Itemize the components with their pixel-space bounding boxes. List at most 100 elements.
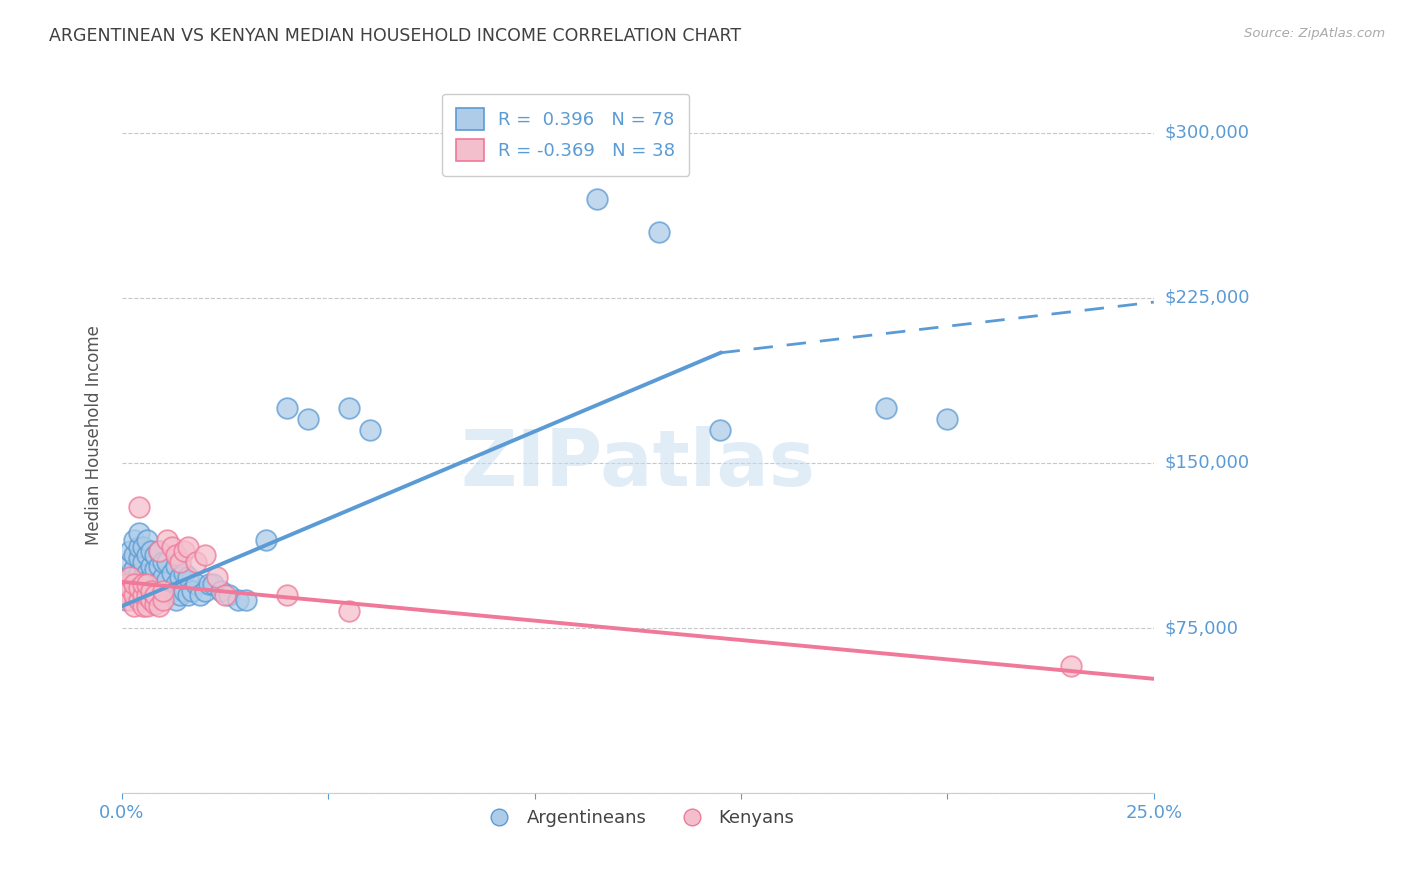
Point xyxy=(139,592,162,607)
Point xyxy=(131,540,153,554)
Point xyxy=(152,570,174,584)
Text: Source: ZipAtlas.com: Source: ZipAtlas.com xyxy=(1244,27,1385,40)
Point xyxy=(152,592,174,607)
Point xyxy=(181,583,204,598)
Point xyxy=(135,588,157,602)
Point xyxy=(156,533,179,547)
Point xyxy=(209,583,232,598)
Text: $300,000: $300,000 xyxy=(1166,123,1250,142)
Point xyxy=(143,592,166,607)
Point xyxy=(131,592,153,607)
Point xyxy=(160,540,183,554)
Point xyxy=(169,570,191,584)
Point xyxy=(160,583,183,598)
Point xyxy=(128,577,150,591)
Point xyxy=(120,544,142,558)
Point xyxy=(585,192,607,206)
Point xyxy=(156,573,179,587)
Point xyxy=(709,423,731,437)
Point xyxy=(156,555,179,569)
Point xyxy=(194,583,217,598)
Point xyxy=(124,562,146,576)
Point xyxy=(190,588,212,602)
Point xyxy=(214,588,236,602)
Point xyxy=(194,549,217,563)
Point xyxy=(124,588,146,602)
Point xyxy=(139,583,162,598)
Point xyxy=(169,588,191,602)
Point xyxy=(165,559,187,574)
Point xyxy=(143,577,166,591)
Point xyxy=(139,583,162,598)
Point xyxy=(1060,658,1083,673)
Point xyxy=(120,566,142,580)
Point xyxy=(139,559,162,574)
Text: $225,000: $225,000 xyxy=(1166,289,1250,307)
Point xyxy=(186,555,208,569)
Point xyxy=(128,500,150,514)
Text: $75,000: $75,000 xyxy=(1166,619,1239,637)
Point xyxy=(148,588,170,602)
Point xyxy=(135,549,157,563)
Point xyxy=(128,526,150,541)
Point xyxy=(875,401,897,415)
Point xyxy=(148,599,170,613)
Point xyxy=(131,570,153,584)
Point xyxy=(169,555,191,569)
Point xyxy=(135,577,157,591)
Point xyxy=(143,597,166,611)
Point xyxy=(124,577,146,591)
Point xyxy=(276,588,298,602)
Point xyxy=(131,588,153,602)
Point xyxy=(135,599,157,613)
Point xyxy=(131,577,153,591)
Point xyxy=(165,577,187,591)
Point xyxy=(131,555,153,569)
Point xyxy=(152,583,174,598)
Point xyxy=(276,401,298,415)
Legend: Argentineans, Kenyans: Argentineans, Kenyans xyxy=(474,802,801,834)
Point xyxy=(177,570,200,584)
Text: $150,000: $150,000 xyxy=(1166,454,1250,472)
Point xyxy=(135,577,157,591)
Point xyxy=(143,588,166,602)
Point xyxy=(226,592,249,607)
Point xyxy=(128,550,150,565)
Point xyxy=(120,555,142,569)
Point xyxy=(124,577,146,591)
Y-axis label: Median Household Income: Median Household Income xyxy=(86,326,103,545)
Point xyxy=(256,533,278,547)
Point xyxy=(131,599,153,613)
Point xyxy=(135,566,157,580)
Point xyxy=(139,570,162,584)
Point xyxy=(120,577,142,591)
Point xyxy=(152,555,174,569)
Point xyxy=(143,562,166,576)
Point xyxy=(124,599,146,613)
Point xyxy=(124,570,146,584)
Point xyxy=(139,544,162,558)
Point xyxy=(120,588,142,602)
Point xyxy=(128,582,150,596)
Point xyxy=(160,566,183,580)
Point xyxy=(120,592,142,607)
Point xyxy=(124,549,146,563)
Text: ZIPatlas: ZIPatlas xyxy=(460,426,815,502)
Point xyxy=(143,549,166,563)
Point xyxy=(148,544,170,558)
Point xyxy=(131,582,153,596)
Point xyxy=(235,592,257,607)
Point xyxy=(115,592,138,607)
Point xyxy=(152,583,174,598)
Point xyxy=(186,577,208,591)
Point xyxy=(120,570,142,584)
Point xyxy=(128,540,150,554)
Point xyxy=(173,544,195,558)
Point xyxy=(197,577,219,591)
Point xyxy=(337,603,360,617)
Point xyxy=(218,588,240,602)
Point xyxy=(177,588,200,602)
Point xyxy=(156,588,179,602)
Point xyxy=(165,549,187,563)
Point xyxy=(647,225,669,239)
